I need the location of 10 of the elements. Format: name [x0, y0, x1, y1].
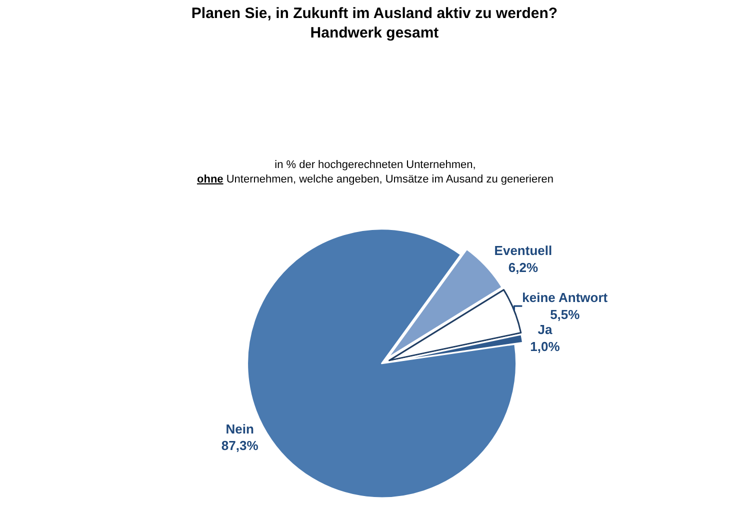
- slice-label: keine Antwort: [522, 290, 608, 306]
- slice-label: Nein: [226, 421, 254, 436]
- data-label: 5,5%: [550, 307, 580, 322]
- slice-label: Eventuell: [494, 243, 552, 258]
- data-label: 87,3%: [221, 438, 259, 454]
- text: in % der hochgerechneten Unternehmen, ohne Unternehmen, welche angeben, Umsätze im Ausand zu generieren: [197, 159, 554, 186]
- chart-title: Planen Sie, in Zukunft im Ausland aktiv zu werden? Handwerk gesamt: [191, 5, 558, 42]
- data-label: 1,0%: [530, 338, 560, 354]
- slice-label: Ja: [538, 322, 553, 338]
- data-label: 6,2%: [508, 260, 538, 276]
